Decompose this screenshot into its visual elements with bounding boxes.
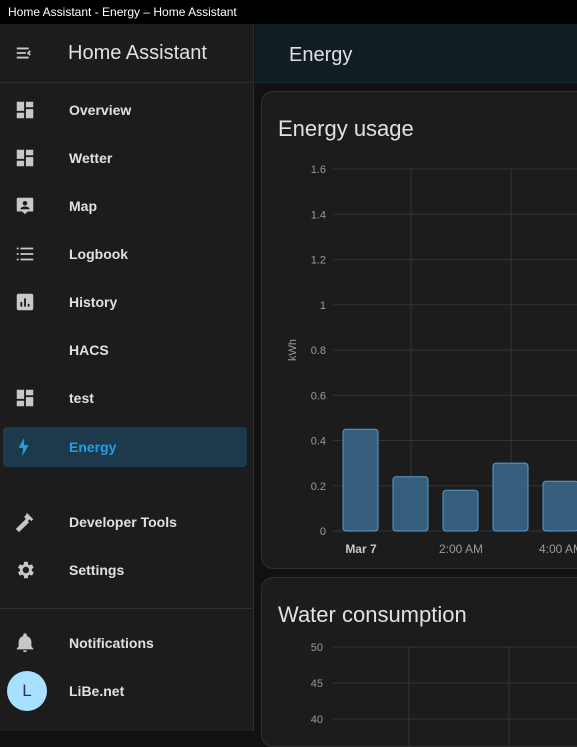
energy-usage-chart: 0 0.2 0.4 0.6 0.8 1 1.2 1.4 1.6 kWh Mar 7 2:00 AM 4:… <box>287 164 577 556</box>
window-title: Home Assistant - Energy – Home Assistant <box>0 0 577 24</box>
water-consumption-card: Water consumption 40 45 50 <box>261 577 577 747</box>
y-tick-label: 1.2 <box>311 255 326 267</box>
chart-box-icon <box>3 291 47 313</box>
sidebar-item-label: Settings <box>69 562 125 578</box>
page-title: Energy <box>289 44 353 66</box>
x-tick-label: 4:00 AM <box>539 542 577 556</box>
sidebar-item-label: History <box>69 294 118 310</box>
y-tick-label: 40 <box>311 714 323 726</box>
sidebar-item-label: Map <box>69 198 97 214</box>
lightning-bolt-icon <box>3 436 47 458</box>
sidebar-item-overview[interactable]: Overview <box>3 90 247 130</box>
sidebar-item-profile[interactable]: L LiBe.net <box>3 671 247 711</box>
y-tick-label: 0.4 <box>311 436 326 448</box>
y-tick-label: 0.8 <box>311 345 326 357</box>
sidebar-header: Home Assistant <box>0 24 253 83</box>
y-tick-label: 1.4 <box>311 209 326 221</box>
sidebar-item-map[interactable]: Map <box>3 186 247 226</box>
y-tick-label: 0.2 <box>311 481 326 493</box>
bar <box>492 462 529 532</box>
avatar: L <box>7 671 47 711</box>
energy-usage-card: Energy usage 0 0.2 0.4 0.6 0.8 1 1.2 1.4 1.6 kWh M… <box>261 91 577 569</box>
y-axis-label: kWh <box>287 339 299 361</box>
sidebar-item-label: Notifications <box>69 635 154 651</box>
sidebar-item-energy[interactable]: Energy <box>3 427 247 467</box>
y-tick-label: 45 <box>311 678 323 690</box>
sidebar-item-notifications[interactable]: Notifications <box>3 623 247 663</box>
bar <box>342 428 379 532</box>
menu-open-icon[interactable] <box>0 42 50 64</box>
sidebar-item-label: Developer Tools <box>69 514 177 530</box>
sidebar-item-label: Overview <box>69 102 132 118</box>
sidebar-item-developer-tools[interactable]: Developer Tools <box>3 502 247 542</box>
y-tick-label: 0 <box>320 526 326 538</box>
sidebar-item-settings[interactable]: Settings <box>3 550 247 590</box>
card-title: Energy usage <box>278 116 414 141</box>
dashboard-icon <box>3 147 47 169</box>
sidebar-item-label: HACS <box>69 342 109 358</box>
sidebar-item-label: Wetter <box>69 150 113 166</box>
dashboard-icon <box>3 99 47 121</box>
bar <box>392 476 429 532</box>
bar <box>442 489 479 532</box>
y-tick-label: 1 <box>320 300 326 312</box>
sidebar-item-history[interactable]: History <box>3 282 247 322</box>
sidebar-item-test[interactable]: test <box>3 378 247 418</box>
toolbar: Energy <box>255 24 577 83</box>
sidebar-item-label: Energy <box>69 439 117 455</box>
sidebar-item-wetter[interactable]: Wetter <box>3 138 247 178</box>
sidebar-item-logbook[interactable]: Logbook <box>3 234 247 274</box>
main-content: Energy usage 0 0.2 0.4 0.6 0.8 1 1.2 1.4 1.6 kWh M… <box>255 83 577 747</box>
sidebar-item-hacs[interactable]: HACS <box>3 330 247 370</box>
y-tick-label: 0.6 <box>311 390 326 402</box>
sidebar-item-label: LiBe.net <box>69 683 125 699</box>
sidebar-title: Home Assistant <box>68 41 207 64</box>
sidebar-item-label: test <box>69 390 94 406</box>
x-tick-label: Mar 7 <box>345 542 377 556</box>
sidebar-divider <box>0 608 253 609</box>
y-tick-label: 50 <box>311 642 323 654</box>
hammer-icon <box>3 511 47 533</box>
format-list-icon <box>3 243 47 265</box>
x-tick-label: 2:00 AM <box>439 542 483 556</box>
bar <box>542 480 577 532</box>
dashboard-icon <box>3 387 47 409</box>
y-tick-label: 1.6 <box>311 164 326 176</box>
water-consumption-chart: 40 45 50 <box>311 642 577 747</box>
account-box-icon <box>3 195 47 217</box>
bell-icon <box>3 632 47 654</box>
sidebar-item-label: Logbook <box>69 246 129 262</box>
cog-icon <box>3 559 47 581</box>
sidebar: Home Assistant Overview Wetter Map Logbo… <box>0 24 254 731</box>
card-title: Water consumption <box>278 602 467 627</box>
